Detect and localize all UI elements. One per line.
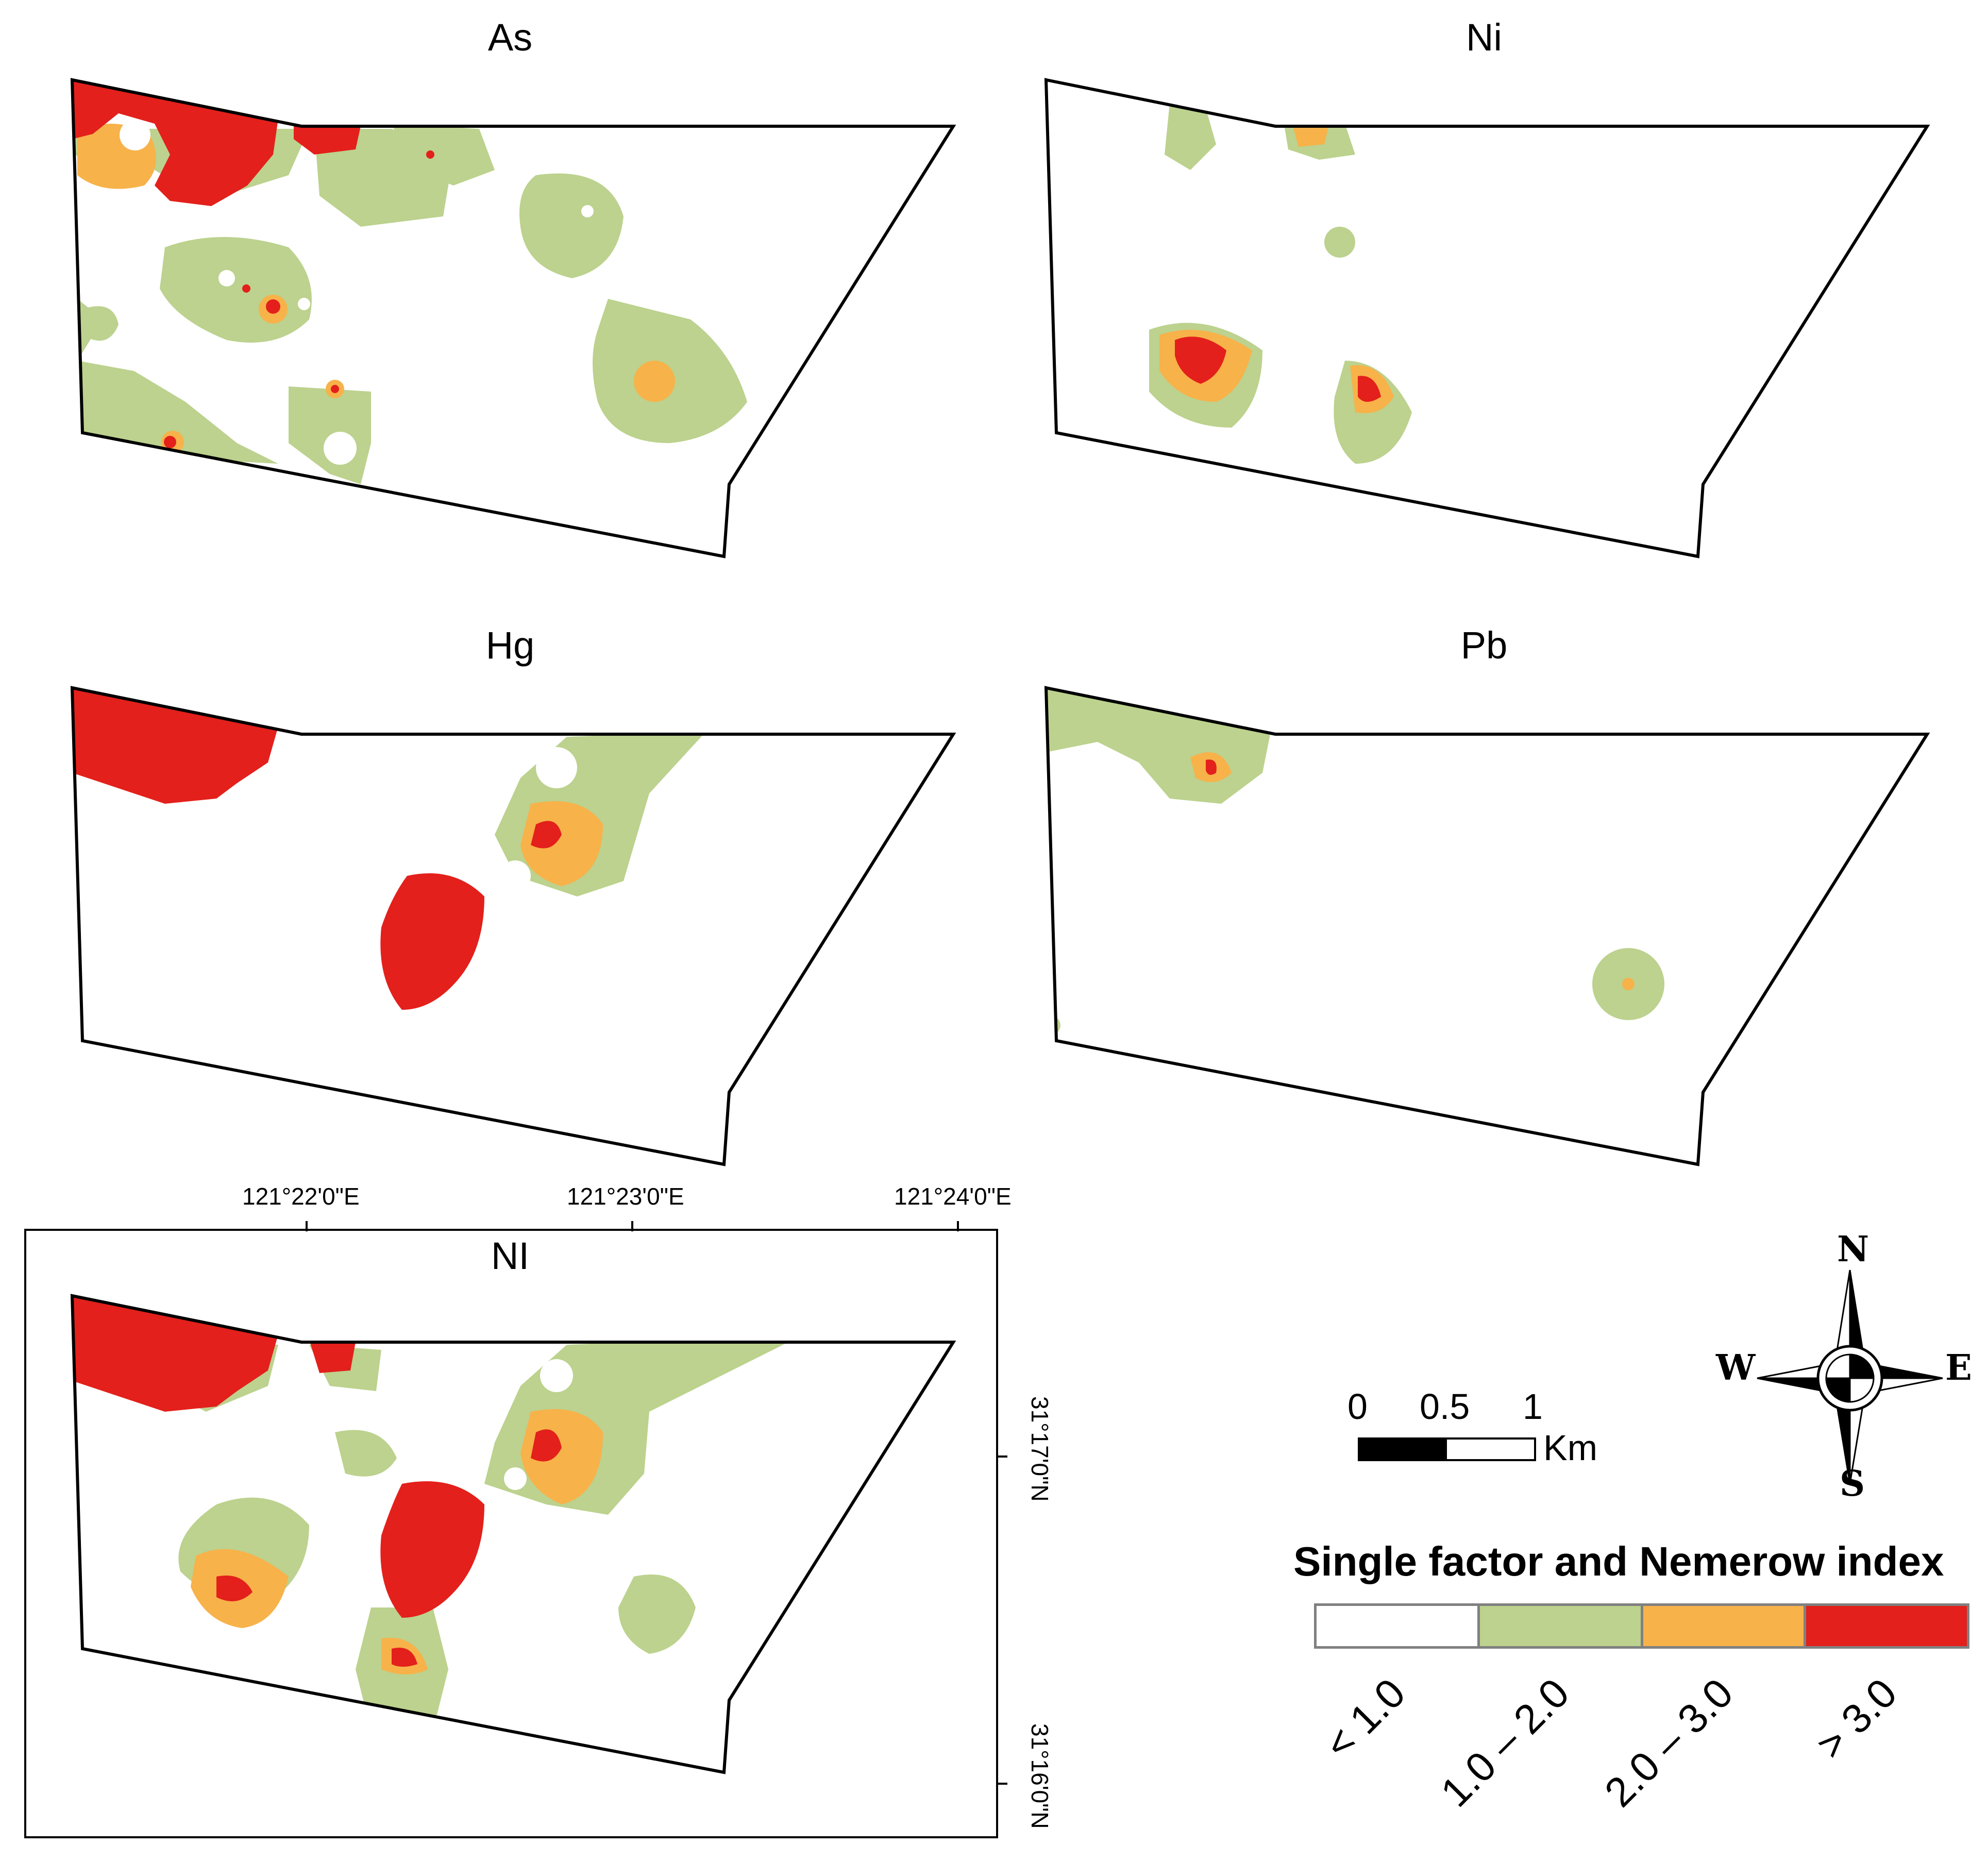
scale-tick-0-5: 0.5 bbox=[1420, 1386, 1470, 1427]
legend-swatch-above-3 bbox=[1806, 1606, 1967, 1646]
white-holes bbox=[120, 120, 594, 465]
legend-label-below-1: < 1.0 bbox=[1316, 1669, 1414, 1768]
lat-label-2: 31°16'0"N bbox=[1026, 1723, 1053, 1829]
map-panel-nemerow bbox=[70, 1294, 956, 1774]
map-panel-pb bbox=[1044, 686, 1930, 1166]
map-panel-as bbox=[70, 78, 956, 558]
map-boundary bbox=[1044, 78, 1930, 558]
lon-label-2: 121°23'0"E bbox=[567, 1183, 684, 1210]
map-title-pb: Pb bbox=[1460, 624, 1508, 667]
lon-tick-2 bbox=[631, 1221, 633, 1231]
map-title-nemerow: NI bbox=[491, 1234, 529, 1277]
scale-bar-black-segment bbox=[1360, 1440, 1447, 1459]
map-boundary bbox=[1044, 686, 1930, 1166]
legend-color-bar bbox=[1314, 1603, 1969, 1649]
legend-label-2-3: 2.0 – 3.0 bbox=[1595, 1669, 1742, 1816]
white-holes bbox=[504, 1359, 573, 1490]
legend-swatch-2-3 bbox=[1643, 1606, 1807, 1646]
orange-zones bbox=[1190, 752, 1635, 990]
lat-tick-2 bbox=[997, 1783, 1007, 1785]
map-boundary bbox=[70, 686, 956, 1166]
red-zones bbox=[1206, 759, 1217, 775]
scale-tick-1: 1 bbox=[1523, 1386, 1543, 1427]
scale-bar bbox=[1358, 1437, 1536, 1461]
lon-label-3: 121°24'0"E bbox=[894, 1183, 1012, 1210]
lon-label-1: 121°22'0"E bbox=[242, 1183, 360, 1210]
green-zones bbox=[1046, 688, 1664, 1035]
compass-north-label: N bbox=[1837, 1229, 1869, 1270]
map-boundary bbox=[70, 1294, 956, 1774]
lon-tick-1 bbox=[306, 1221, 308, 1231]
lat-label-1: 31°17'0"N bbox=[1026, 1396, 1053, 1502]
legend-label-above-3: > 3.0 bbox=[1807, 1669, 1906, 1768]
white-holes bbox=[500, 747, 577, 891]
legend-swatch-below-1 bbox=[1317, 1606, 1480, 1646]
compass-south-label: S bbox=[1840, 1463, 1865, 1504]
compass-east-label: E bbox=[1945, 1347, 1972, 1389]
scale-bar-white-segment bbox=[1447, 1440, 1534, 1459]
lon-tick-3 bbox=[957, 1221, 959, 1231]
red-zones bbox=[72, 688, 562, 1010]
lat-tick-1 bbox=[997, 1455, 1007, 1458]
map-title-hg: Hg bbox=[485, 624, 535, 667]
nemerow-map-frame bbox=[24, 1229, 998, 1838]
legend-title: Single factor and Nemerow index bbox=[1293, 1538, 1944, 1584]
compass-rose-icon bbox=[1757, 1269, 1943, 1484]
legend-label-1-2: 1.0 – 2.0 bbox=[1431, 1669, 1578, 1816]
scale-tick-0: 0 bbox=[1347, 1386, 1368, 1427]
map-title-ni: Ni bbox=[1466, 16, 1502, 59]
compass-west-label: W bbox=[1716, 1347, 1756, 1389]
map-boundary bbox=[70, 78, 956, 558]
scale-unit: Km bbox=[1543, 1428, 1597, 1468]
map-title-as: As bbox=[487, 16, 533, 59]
map-panel-ni bbox=[1044, 78, 1930, 558]
legend-swatch-1-2 bbox=[1479, 1606, 1643, 1646]
red-zones bbox=[1175, 336, 1381, 402]
map-panel-hg bbox=[70, 686, 956, 1166]
